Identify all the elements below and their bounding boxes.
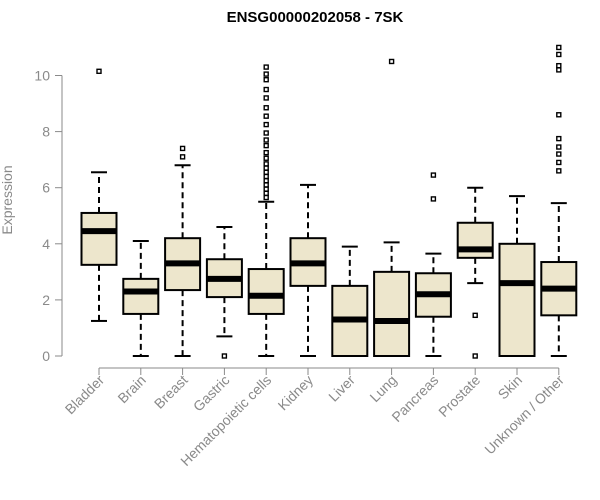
outlier-point bbox=[556, 44, 562, 51]
box-kidney bbox=[289, 183, 327, 357]
box-series bbox=[80, 44, 578, 359]
outlier-point bbox=[472, 353, 478, 359]
outlier-point bbox=[263, 86, 269, 93]
outlier-point bbox=[263, 142, 269, 149]
box-rect bbox=[247, 268, 285, 315]
outlier-point bbox=[556, 112, 562, 118]
chart-title: ENSG00000202058 - 7SK bbox=[227, 9, 404, 26]
box-gastric bbox=[205, 225, 243, 359]
y-tick-label: 6 bbox=[42, 180, 50, 196]
box-rect bbox=[456, 221, 494, 259]
outlier-point bbox=[263, 149, 269, 156]
outlier-point bbox=[556, 144, 562, 150]
outlier-point bbox=[263, 173, 269, 180]
outlier-point bbox=[556, 151, 562, 157]
box-hematopoietic-cells bbox=[247, 64, 285, 357]
outlier-point bbox=[263, 165, 269, 171]
x-tick-label: Lung bbox=[366, 372, 399, 405]
y-axis: 0 2 4 6 8 10 bbox=[34, 68, 63, 364]
outlier-point bbox=[556, 62, 562, 69]
outlier-point bbox=[556, 67, 562, 73]
box-lung bbox=[373, 58, 411, 358]
box-brain bbox=[122, 239, 160, 357]
outlier-point bbox=[263, 161, 269, 167]
outlier-point bbox=[263, 64, 269, 70]
outlier-point bbox=[263, 194, 269, 201]
x-tick-label: Brain bbox=[114, 372, 148, 406]
outlier-point bbox=[179, 154, 186, 160]
outlier-point bbox=[263, 77, 269, 83]
x-tick-label: Prostate bbox=[435, 372, 483, 420]
box-breast bbox=[164, 145, 202, 357]
outlier-point bbox=[263, 71, 269, 77]
outlier-point bbox=[263, 95, 269, 101]
box-bladder bbox=[80, 68, 118, 322]
box-rect bbox=[373, 270, 411, 358]
outlier-point bbox=[263, 105, 269, 111]
box-pancreas bbox=[414, 172, 452, 357]
outlier-point bbox=[96, 68, 102, 74]
outlier-point bbox=[263, 182, 269, 188]
y-axis-title: Expression bbox=[0, 165, 15, 234]
box-unknown-other bbox=[540, 44, 578, 357]
box-rect bbox=[80, 211, 118, 266]
box-skin bbox=[498, 195, 536, 357]
outlier-point bbox=[388, 58, 395, 65]
outlier-point bbox=[556, 159, 562, 166]
x-tick-label: Breast bbox=[151, 372, 191, 412]
outlier-point bbox=[263, 190, 269, 197]
outlier-point bbox=[556, 51, 562, 58]
x-tick-label: Skin bbox=[495, 372, 526, 403]
y-tick-label: 10 bbox=[34, 68, 50, 84]
x-tick-label: Liver bbox=[325, 372, 358, 405]
box-prostate bbox=[456, 186, 494, 359]
outlier-point bbox=[263, 113, 269, 119]
outlier-point bbox=[263, 186, 269, 192]
box-liver bbox=[331, 245, 369, 357]
outlier-point bbox=[179, 145, 186, 152]
outlier-point bbox=[263, 169, 269, 175]
outlier-point bbox=[430, 196, 437, 202]
y-tick-label: 8 bbox=[42, 124, 50, 140]
x-tick-label: Kidney bbox=[275, 372, 317, 414]
y-tick-label: 0 bbox=[42, 348, 50, 364]
outlier-point bbox=[263, 121, 269, 128]
outlier-point bbox=[263, 155, 269, 161]
box-rect bbox=[498, 242, 536, 357]
outlier-point bbox=[556, 135, 562, 142]
y-tick-label: 2 bbox=[42, 292, 50, 308]
outlier-point bbox=[472, 312, 478, 319]
outlier-point bbox=[263, 177, 269, 184]
outlier-point bbox=[263, 137, 269, 143]
x-tick-label: Unknown / Other bbox=[481, 372, 567, 458]
outlier-point bbox=[556, 168, 562, 174]
outlier-point bbox=[263, 130, 269, 136]
outlier-point bbox=[430, 172, 437, 178]
x-tick-label: Bladder bbox=[62, 372, 108, 418]
box-rect bbox=[122, 277, 160, 315]
y-tick-label: 4 bbox=[42, 236, 50, 252]
outlier-point bbox=[221, 353, 228, 359]
